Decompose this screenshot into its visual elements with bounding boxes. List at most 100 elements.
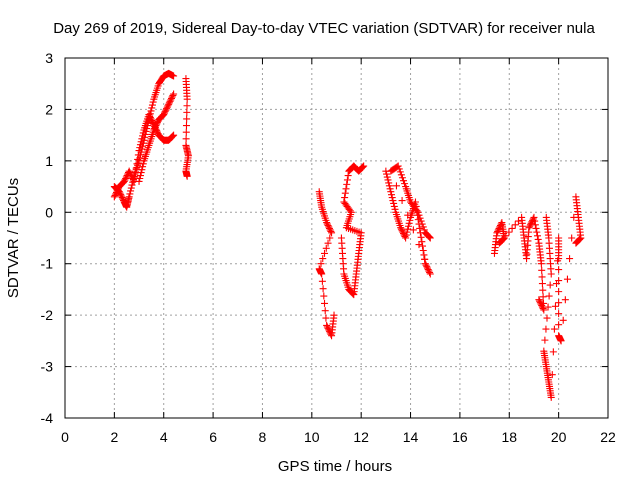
- data-point-track-g: [402, 231, 410, 239]
- data-point-track-g: [398, 174, 406, 182]
- data-point-track-g: [388, 191, 396, 199]
- data-point-track-e: [324, 222, 332, 230]
- data-point-track-b: [137, 138, 145, 146]
- data-point-track-h: [508, 224, 516, 232]
- data-point-track-h: [514, 217, 522, 225]
- data-point-track-i: [568, 234, 576, 242]
- data-point-track-e: [318, 277, 326, 285]
- data-point-track-g: [401, 180, 409, 188]
- data-point-track-h: [538, 273, 546, 281]
- axis-ticks: [64, 57, 609, 419]
- data-point-track-h: [499, 235, 507, 243]
- data-point-track-i: [550, 325, 558, 333]
- data-point-track-g: [421, 260, 429, 268]
- x-tick-label: 14: [403, 429, 419, 445]
- data-point-track-c: [170, 90, 178, 98]
- data-point-track-g: [394, 162, 402, 170]
- data-point-track-h: [539, 286, 547, 294]
- data-point-track-e: [328, 229, 336, 237]
- data-point-track-a: [149, 98, 157, 106]
- data-point-track-a: [118, 194, 126, 202]
- data-point-track-b: [122, 174, 130, 182]
- data-point-track-i: [559, 316, 567, 324]
- x-tick-label: 20: [551, 429, 567, 445]
- data-point-track-a: [128, 181, 136, 189]
- data-point-track-a: [127, 187, 135, 195]
- data-point-track-g: [415, 241, 423, 249]
- data-point-track-h: [493, 229, 501, 237]
- data-point-track-e: [319, 285, 327, 293]
- data-point-track-d: [183, 115, 191, 123]
- data-point-track-a: [119, 195, 127, 203]
- data-point-track-g: [395, 165, 403, 173]
- data-point-track-g: [387, 188, 395, 196]
- data-point-track-f: [342, 185, 350, 193]
- data-point-track-e: [326, 226, 334, 234]
- data-point-track-c: [165, 99, 173, 107]
- data-point-track-c: [139, 163, 147, 171]
- data-point-track-c: [151, 123, 159, 131]
- data-point-track-g: [426, 269, 434, 277]
- data-point-track-g: [391, 205, 399, 213]
- data-point-track-b: [112, 190, 120, 198]
- data-point-track-e: [324, 239, 332, 247]
- data-point-track-g: [386, 185, 394, 193]
- data-point-track-c: [135, 177, 143, 185]
- data-point-track-g: [425, 233, 433, 241]
- data-point-track-b: [120, 177, 128, 185]
- data-point-track-e: [322, 244, 330, 252]
- y-tick-label: -2: [41, 307, 54, 323]
- data-point-track-i: [549, 348, 557, 356]
- data-point-track-g: [426, 234, 434, 242]
- data-point-track-g: [401, 233, 409, 241]
- y-axis-label: SDTVAR / TECUs: [5, 178, 22, 298]
- data-point-track-d: [182, 122, 190, 130]
- data-point-track-g: [417, 217, 425, 225]
- data-point-track-e: [325, 224, 333, 232]
- data-point-track-a: [127, 184, 135, 192]
- data-point-track-g: [398, 197, 406, 205]
- y-tick-label: 3: [45, 50, 53, 66]
- data-point-track-e: [321, 307, 329, 315]
- data-point-track-h: [540, 306, 548, 314]
- data-point-track-b: [135, 147, 143, 155]
- data-point-track-g: [397, 224, 405, 232]
- data-point-track-h: [532, 224, 540, 232]
- data-point-track-g: [397, 225, 405, 233]
- data-point-track-i: [555, 266, 563, 274]
- data-point-track-g: [426, 270, 434, 278]
- x-tick-label: 0: [61, 429, 69, 445]
- y-tick-label: 1: [45, 153, 53, 169]
- data-point-track-b: [134, 155, 142, 163]
- data-point-track-g: [414, 208, 422, 216]
- data-point-track-b: [168, 133, 176, 141]
- data-point-track-b: [170, 131, 178, 139]
- data-points: [110, 69, 585, 401]
- data-point-track-i: [545, 292, 553, 300]
- data-point-track-f: [358, 163, 366, 171]
- data-point-track-f: [343, 180, 351, 188]
- y-tick-label: 2: [45, 101, 53, 117]
- data-point-track-g: [388, 194, 396, 202]
- data-point-track-h: [535, 296, 543, 304]
- data-point-track-c: [167, 96, 175, 104]
- data-point-track-c: [169, 91, 177, 99]
- data-point-track-a: [126, 190, 134, 198]
- data-point-track-f: [344, 172, 352, 180]
- data-point-track-h: [494, 226, 502, 234]
- data-point-track-i: [563, 275, 571, 283]
- data-point-track-b: [148, 118, 156, 126]
- data-point-track-g: [423, 263, 431, 271]
- data-point-track-e: [323, 219, 331, 227]
- data-point-track-g: [383, 173, 391, 181]
- data-point-track-f: [341, 194, 349, 202]
- data-point-track-c: [165, 100, 173, 108]
- data-point-track-e: [327, 330, 335, 338]
- data-point-track-f: [341, 199, 349, 207]
- data-point-track-g: [383, 170, 391, 178]
- data-point-track-h: [539, 293, 547, 301]
- data-point-track-h: [536, 297, 544, 305]
- y-tick-label: -1: [41, 256, 54, 272]
- data-point-track-g: [420, 251, 428, 259]
